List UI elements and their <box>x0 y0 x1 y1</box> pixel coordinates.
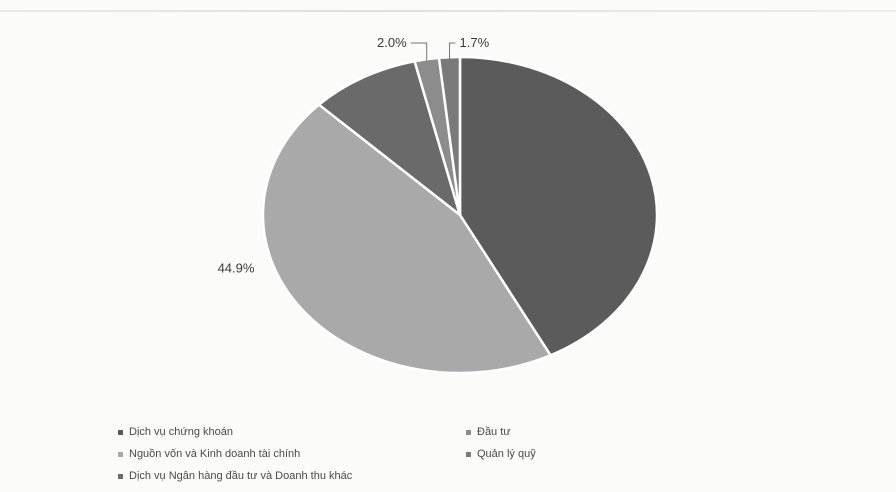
legend-swatch <box>118 429 123 435</box>
legend-swatch <box>118 451 123 457</box>
pie-slice <box>261 103 552 375</box>
pie-chart: 44.9% 2.0% 1.7% <box>218 35 659 375</box>
legend-item-quan-ly-quy: Quản lý quỹ <box>466 448 536 460</box>
legend-label: Dịch vụ chứng khoán <box>129 426 233 438</box>
leader-line <box>410 42 428 62</box>
leader-line <box>449 42 456 60</box>
legend-swatch <box>118 473 123 479</box>
pie-slice-label: 1.7% <box>460 35 490 50</box>
chart-legend: Dịch vụ chứng khoán Đầu tư Nguồn vốn và … <box>118 420 598 488</box>
legend-swatch <box>466 429 471 435</box>
pie-slice <box>458 55 659 357</box>
legend-label: Nguồn vốn và Kinh doanh tài chính <box>129 448 301 460</box>
legend-item-dich-vu-chung-khoan: Dịch vụ chứng khoán <box>118 426 233 438</box>
pie-slice-label: 2.0% <box>377 35 407 50</box>
legend-label: Quản lý quỹ <box>477 448 536 460</box>
legend-item-dich-vu-ngan-hang: Dịch vụ Ngân hàng đầu tư và Doanh thu kh… <box>118 470 352 482</box>
legend-item-nguon-von: Nguồn vốn và Kinh doanh tài chính <box>118 448 300 460</box>
legend-label: Đầu tư <box>477 426 511 438</box>
legend-swatch <box>466 451 471 457</box>
pie-slice-label: 44.9% <box>218 261 255 276</box>
legend-item-dau-tu: Đầu tư <box>466 426 511 438</box>
legend-label: Dịch vụ Ngân hàng đầu tư và Doanh thu kh… <box>129 470 353 482</box>
top-divider <box>0 10 896 12</box>
